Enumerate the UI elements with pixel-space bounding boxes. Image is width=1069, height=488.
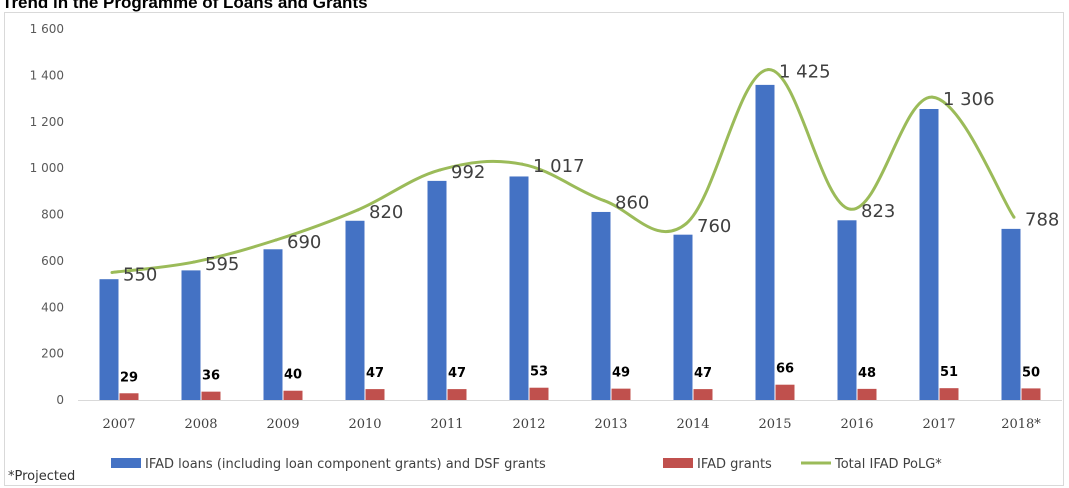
total-point [110, 270, 114, 274]
total-data-label: 860 [615, 193, 649, 214]
loan-bar [345, 220, 365, 400]
loan-bar [1001, 228, 1021, 400]
x-tick-label: 2014 [676, 417, 709, 432]
grant-data-label: 66 [776, 362, 794, 377]
total-data-label: 550 [123, 264, 157, 285]
legend-label: IFAD loans (including loan component gra… [145, 457, 546, 472]
y-tick-label: 400 [41, 300, 64, 314]
x-tick-label: 2009 [266, 417, 299, 432]
y-tick-label: 600 [41, 254, 64, 268]
y-tick-label: 800 [41, 208, 64, 222]
x-tick-label: 2011 [430, 417, 463, 432]
loan-bar [263, 249, 283, 400]
legend-label: IFAD grants [697, 457, 772, 472]
grant-bar [1021, 388, 1041, 400]
grant-data-label: 47 [448, 366, 466, 381]
loan-bars [99, 84, 1021, 401]
loan-bar [427, 180, 447, 400]
x-tick-label: 2018* [1001, 417, 1041, 432]
total-data-label: 820 [369, 202, 403, 223]
grant-bar [693, 389, 713, 400]
y-tick-label: 1 400 [30, 68, 64, 82]
x-tick-label: 2010 [348, 417, 381, 432]
total-point [1012, 215, 1016, 219]
x-tick-label: 2015 [758, 417, 791, 432]
loan-bar [591, 211, 611, 400]
chart-title: Trend in the Programme of Loans and Gran… [2, 0, 368, 12]
grant-bar [775, 384, 795, 400]
chart-frame [4, 12, 1064, 486]
grant-bars [119, 384, 1041, 400]
grant-bar [447, 389, 467, 400]
grant-bar [201, 391, 221, 400]
total-point [602, 199, 606, 203]
grant-data-label: 36 [202, 369, 220, 384]
total-line [110, 68, 1016, 274]
loan-bar [755, 84, 775, 401]
x-tick-label: 2013 [594, 417, 627, 432]
footnote: *Projected [8, 469, 76, 484]
grant-data-label: 47 [366, 366, 384, 381]
total-point [356, 208, 360, 212]
x-tick-label: 2012 [512, 417, 545, 432]
total-labels: 550 595 690 820 992 1 017 860 760 1 425 823 1 306 7… [123, 62, 1059, 286]
total-point [930, 95, 934, 99]
total-data-label: 788 [1025, 209, 1059, 230]
total-data-label: 1 306 [943, 89, 995, 110]
total-point [684, 222, 688, 226]
legend-label: Total IFAD PoLG* [834, 457, 942, 472]
grant-data-label: 50 [1022, 365, 1040, 380]
loan-bar [181, 270, 201, 400]
x-tick-label: 2007 [102, 417, 135, 432]
total-data-label: 595 [205, 254, 239, 275]
y-tick-label: 0 [56, 393, 64, 407]
total-point [766, 68, 770, 72]
legend-swatch [111, 458, 141, 468]
total-data-label: 823 [861, 201, 895, 222]
total-data-label: 1 425 [779, 62, 831, 83]
total-data-label: 1 017 [533, 156, 585, 177]
grant-bar [365, 389, 385, 400]
loan-bar [919, 108, 939, 400]
grant-bar [611, 388, 631, 400]
grant-labels: 29 36 40 47 47 53 49 47 66 48 51 50 [120, 362, 1040, 386]
loan-bar [99, 279, 119, 400]
total-point [192, 260, 196, 264]
total-data-label: 690 [287, 232, 321, 253]
total-data-label: 760 [697, 216, 731, 237]
total-point [438, 168, 442, 172]
legend-swatch [663, 458, 693, 468]
grant-data-label: 53 [530, 365, 548, 380]
total-point [520, 162, 524, 166]
grant-data-label: 48 [858, 366, 876, 381]
grant-bar [529, 387, 549, 400]
loan-bar [509, 176, 529, 400]
total-point [274, 238, 278, 242]
grant-data-label: 49 [612, 366, 630, 381]
grant-bar [119, 393, 139, 400]
grant-data-label: 40 [284, 368, 302, 383]
grant-bar [939, 388, 959, 400]
total-point [848, 207, 852, 211]
loan-bar [837, 220, 857, 400]
y-tick-label: 200 [41, 347, 64, 361]
x-axis: 2007 2008 2009 2010 2011 2012 2013 2014 2015 2016… [78, 400, 1062, 432]
y-tick-label: 1 000 [30, 161, 64, 175]
grant-bar [857, 388, 877, 400]
y-tick-label: 1 200 [30, 115, 64, 129]
grant-bar [283, 390, 303, 400]
grant-data-label: 47 [694, 366, 712, 381]
x-tick-label: 2016 [840, 417, 873, 432]
total-data-label: 992 [451, 162, 485, 183]
loan-bar [673, 234, 693, 400]
x-tick-label: 2008 [184, 417, 217, 432]
y-tick-label: 1 600 [30, 22, 64, 36]
grant-data-label: 51 [940, 365, 958, 380]
grant-data-label: 29 [120, 370, 138, 385]
x-tick-label: 2017 [922, 417, 955, 432]
legend: IFAD loans (including loan component gra… [111, 457, 942, 472]
y-axis: 0 200 400 600 800 1 000 1 200 1 400 1 600 [30, 22, 64, 407]
